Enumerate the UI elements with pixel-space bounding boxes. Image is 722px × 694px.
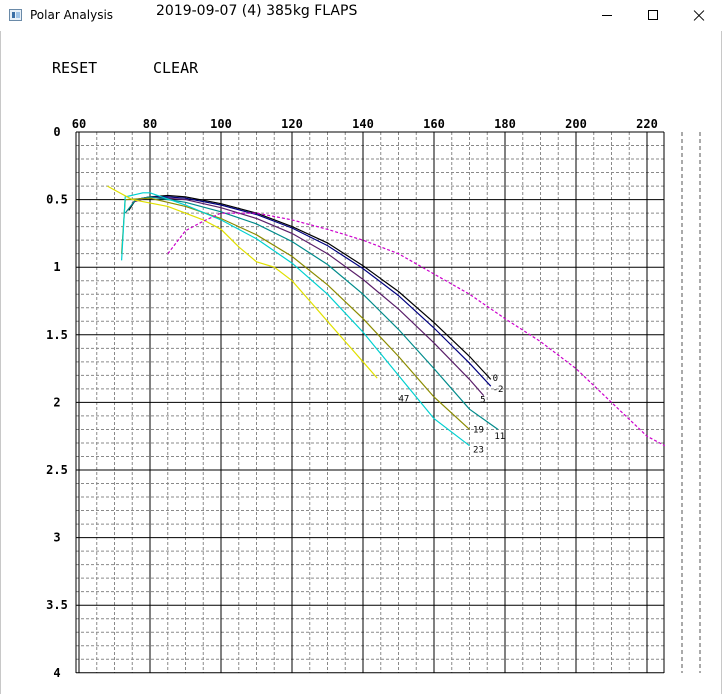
- title-bar: Polar Analysis 2019-09-07 (4) 385kg FLAP…: [0, 0, 722, 31]
- x-tick-label: 120: [281, 117, 303, 131]
- polar-curve: [167, 212, 666, 447]
- y-axis-ticks: 0 0.5 1 1.5 2 2.5 3 3.5 4: [46, 125, 68, 680]
- curve-label: 5: [480, 396, 485, 406]
- y-tick-label: 1: [53, 260, 60, 274]
- polar-curve: [121, 192, 470, 447]
- session-title: 2019-09-07 (4) 385kg FLAPS: [156, 3, 358, 19]
- x-axis-ticks: 60 80 100 120 140 160 180 200 220: [72, 117, 658, 131]
- curve-label: 0: [493, 374, 498, 384]
- polar-curve: [107, 185, 378, 379]
- y-tick-label: 3.5: [46, 598, 68, 612]
- curve-label: 47: [399, 394, 410, 404]
- x-tick-label: 200: [565, 117, 587, 131]
- window-title: Polar Analysis: [30, 8, 114, 22]
- y-tick-label: 0.5: [46, 193, 68, 207]
- app-icon: [9, 9, 22, 21]
- x-tick-label: 100: [210, 117, 232, 131]
- y-tick-label: 2: [53, 395, 60, 409]
- x-tick-label: 80: [143, 117, 157, 131]
- curve-label: 19: [473, 425, 484, 435]
- polar-curve: [124, 196, 499, 430]
- minor-grid: [76, 132, 664, 673]
- x-tick-label: 220: [636, 117, 658, 131]
- x-tick-label: 180: [494, 117, 516, 131]
- y-tick-label: 0: [53, 125, 60, 139]
- minimize-icon[interactable]: [584, 0, 630, 31]
- x-tick-label: 140: [352, 117, 374, 131]
- reset-button[interactable]: RESET: [52, 59, 98, 77]
- y-tick-label: 4: [53, 666, 60, 680]
- y-tick-label: 3: [53, 531, 60, 545]
- polar-curve: [121, 197, 470, 430]
- curve-labels: 0-2 5 11 19 23 47: [399, 374, 506, 456]
- x-tick-label: 60: [72, 117, 86, 131]
- y-tick-label: 2.5: [46, 463, 68, 477]
- clear-button[interactable]: CLEAR: [153, 59, 199, 77]
- curve-label: 23: [473, 446, 484, 456]
- curve-label: 11: [494, 432, 505, 442]
- curve-label: -2: [493, 385, 504, 395]
- x-tick-label: 160: [423, 117, 445, 131]
- polar-curves: [107, 185, 666, 447]
- polar-curve: [132, 196, 485, 396]
- major-grid: [75, 131, 701, 674]
- y-tick-label: 1.5: [46, 328, 68, 342]
- polar-curve: [135, 196, 492, 387]
- maximize-icon[interactable]: [630, 0, 676, 31]
